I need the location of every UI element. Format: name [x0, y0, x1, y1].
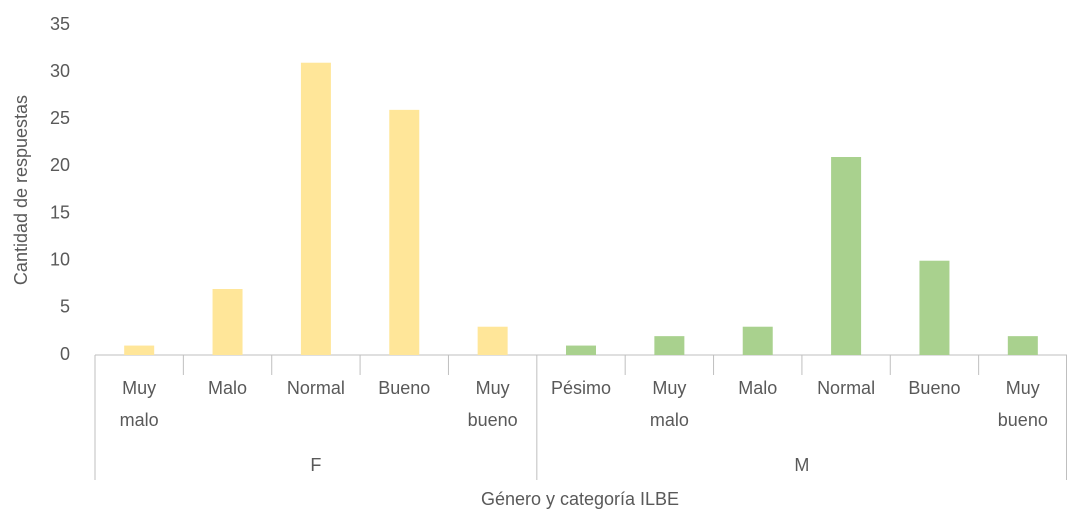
bar: [919, 260, 950, 355]
bar: [124, 345, 155, 355]
y-tick-label: 10: [50, 249, 70, 269]
y-tick-label: 0: [60, 344, 70, 364]
y-tick-label: 35: [50, 14, 70, 34]
x-tick-label: Malo: [738, 378, 778, 398]
x-axis-title: Género y categoría ILBE: [481, 489, 679, 509]
y-tick-label: 20: [50, 155, 70, 175]
bar: [212, 289, 243, 355]
bar: [477, 326, 508, 355]
y-axis-title: Cantidad de respuestas: [11, 95, 31, 285]
group-label: M: [794, 455, 809, 475]
bar: [831, 157, 862, 355]
x-tick-label: Bueno: [378, 378, 431, 398]
x-tick-label: Muy bueno: [467, 378, 518, 430]
x-tick-label: Malo: [208, 378, 248, 398]
y-tick-label: 5: [60, 297, 70, 317]
group-label: F: [310, 455, 321, 475]
bar: [742, 326, 773, 355]
bar: [389, 109, 420, 355]
x-tick-label: Muy malo: [649, 378, 689, 430]
y-tick-label: 30: [50, 61, 70, 81]
x-tick-label: Muy bueno: [997, 378, 1048, 430]
bar: [654, 336, 685, 355]
x-tick-label: Pésimo: [550, 378, 612, 398]
x-tick-label: Normal: [286, 378, 345, 398]
x-tick-label: Muy malo: [119, 378, 159, 430]
y-tick-label: 15: [50, 202, 70, 222]
y-tick-label: 25: [50, 108, 70, 128]
bar: [300, 62, 331, 355]
x-tick-label: Normal: [817, 378, 876, 398]
bar: [1007, 336, 1038, 355]
bar: [566, 345, 596, 355]
x-tick-label: Bueno: [908, 378, 961, 398]
